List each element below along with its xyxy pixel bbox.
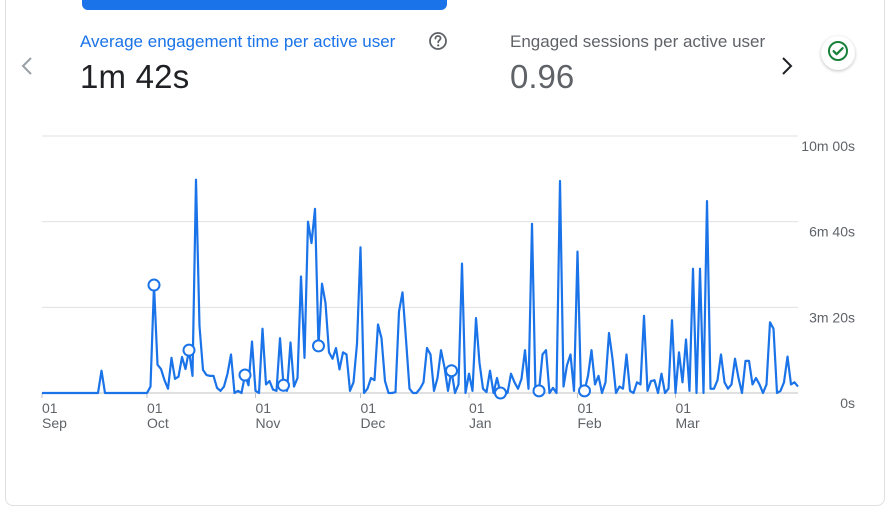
data-point-marker: [445, 364, 458, 378]
x-tick-day-label: 01: [676, 400, 692, 416]
chevron-right-icon: [781, 56, 793, 80]
y-tick-label: 6m 40s: [809, 224, 855, 240]
x-tick-month-label: Jan: [469, 415, 492, 431]
data-point-marker: [312, 339, 325, 353]
x-tick-day-label: 01: [42, 400, 58, 416]
tab-engagement-time-title[interactable]: Average engagement time per active user: [80, 32, 396, 51]
y-tick-label: 0s: [840, 395, 855, 411]
help-circle-icon[interactable]: [428, 31, 448, 51]
x-tick-day-label: 01: [147, 400, 163, 416]
previous-metric-button[interactable]: [14, 54, 40, 82]
metric-card: [5, 0, 885, 506]
x-tick-month-label: Sep: [42, 415, 67, 431]
x-tick-month-label: Feb: [578, 415, 602, 431]
data-point-marker: [494, 386, 507, 400]
series-line: [42, 178, 799, 395]
tab-engaged-sessions-title[interactable]: Engaged sessions per active user: [510, 32, 766, 51]
tab-engaged-sessions-value: 0.96: [510, 58, 575, 95]
next-metric-button[interactable]: [774, 54, 800, 82]
x-tick-month-label: Dec: [361, 415, 386, 431]
x-tick-month-label: Nov: [256, 415, 281, 431]
x-tick-day-label: 01: [256, 400, 272, 416]
y-tick-label: 10m 00s: [801, 138, 855, 154]
data-point-marker: [277, 378, 290, 392]
tab-engagement-time-value: 1m 42s: [80, 58, 190, 95]
y-tick-label: 3m 20s: [809, 309, 855, 325]
data-point-marker: [147, 278, 161, 292]
data-point-marker: [532, 384, 546, 398]
active-tab-indicator: [82, 0, 447, 10]
data-point-marker: [578, 384, 591, 398]
chevron-left-icon: [21, 56, 33, 80]
x-tick-day-label: 01: [578, 400, 594, 416]
x-tick-day-label: 01: [361, 400, 377, 416]
check-circle-icon: [827, 40, 849, 67]
status-badge[interactable]: [821, 36, 855, 70]
data-point-marker: [238, 368, 252, 382]
data-point-marker: [182, 343, 196, 357]
x-tick-month-label: Oct: [147, 415, 169, 431]
x-tick-month-label: Mar: [676, 415, 700, 431]
x-tick-day-label: 01: [469, 400, 485, 416]
